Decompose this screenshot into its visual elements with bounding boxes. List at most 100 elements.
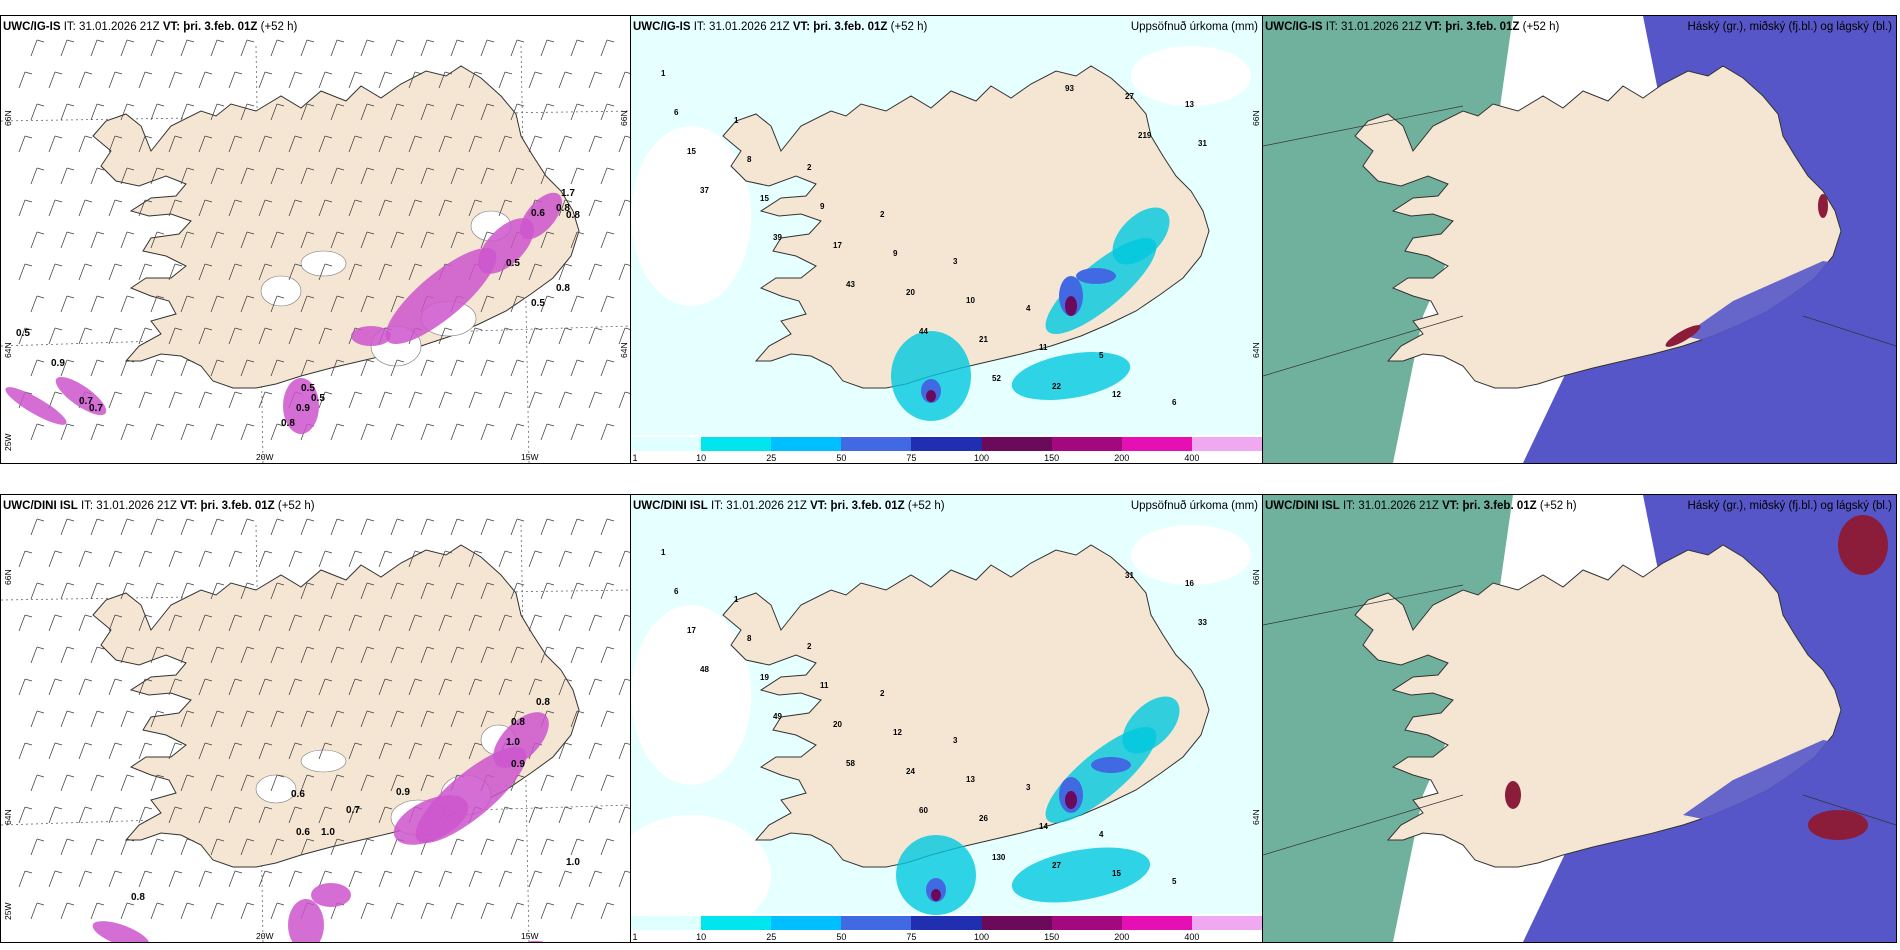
wind-barb [510,295,518,313]
wind-barb [246,838,255,842]
wind-barb [156,231,165,235]
wind-barb [294,742,303,746]
wind-barb [270,423,278,441]
precip-value-label: 24 [906,767,915,776]
wind-barb [480,518,488,536]
wind-barb [174,614,183,618]
glacier-ice [300,250,347,277]
wind-barb [576,39,585,43]
wind-barb [264,550,273,554]
wind-barb [336,710,345,714]
wind-barb [264,135,273,139]
wind-barb [354,742,363,746]
wind-barb [456,518,465,522]
wind-barb [120,167,128,185]
wind-barb [564,614,573,618]
wind-barb [546,774,555,778]
wind-barb [330,646,338,664]
wind-barb [270,39,278,57]
wind-barb [204,135,213,139]
wind-barb [54,678,63,682]
wind-barb [24,135,33,139]
wind-barb [408,550,416,568]
wind-barb [150,295,158,313]
wind-barb [576,167,585,171]
wind-barb [84,135,93,139]
wind-barb [378,135,386,153]
wind-barb [60,582,68,600]
precip-value-label: 58 [846,759,855,768]
wind-barb [468,550,476,568]
wind-barb [366,423,375,427]
wind-barb [594,263,603,267]
wind-barb [180,902,188,920]
wind-barb [378,678,386,696]
wind-barb [444,391,453,395]
wind-barb [66,582,75,586]
wind-barb [516,710,525,714]
wind-barb [108,199,116,217]
wind-barb [600,103,608,121]
wind-barb [216,518,225,522]
wind-barb [276,231,285,235]
precip-value-label: 15 [760,194,769,203]
wind-barb [144,742,153,746]
precip-value-label: 12 [893,728,902,737]
wind-barb [444,550,453,554]
wind-barb [414,391,423,395]
wind-barb [618,199,626,217]
wind-barb [204,614,213,618]
wind-barb [498,550,506,568]
wind-barb [168,742,176,760]
wind-barb [96,103,105,107]
wind-barb [336,359,345,363]
wind-barb [276,838,285,842]
wind-barb [564,391,573,395]
wind-barb [276,518,285,522]
wind-barb [360,902,368,920]
precip-value-label: 1 [734,595,739,604]
wind-barb [258,742,266,760]
wind-barb [360,518,368,536]
wind-barb [390,902,398,920]
wind-barb [624,614,630,617]
wind-barb [288,327,296,345]
wind-barb [576,710,585,714]
wind-barb [18,263,26,281]
wind-barb [36,103,45,107]
wind-barb [354,550,363,554]
wind-barb [450,359,458,377]
wind-barb [408,263,416,281]
wind-barb [516,582,525,586]
wind-barb [414,742,423,746]
precip-value-label: 2 [807,642,812,651]
wind-barb [570,646,578,664]
wind-barb [570,423,578,441]
wind-barb [408,135,416,153]
wind-barb [438,678,446,696]
wind-barb [150,423,158,441]
wind-barb [468,71,476,89]
wind-barb [378,550,386,568]
boundary-line [1263,315,1464,377]
wind-barb [600,902,608,920]
wind-barb [150,103,158,121]
wind-barb [30,518,38,536]
panel-title: UWC/IG-IS IT: 31.01.2026 21Z VT: þri. 3.… [3,21,298,33]
wind-barb [84,199,93,203]
lat-label-66: 66N [3,569,13,585]
wind-barb [540,231,548,249]
wind-barb [174,870,183,874]
wind-barb [318,263,326,281]
wind-barb [144,550,153,554]
wind-barb [246,774,255,778]
wind-barb [60,423,68,441]
wind-barb [186,646,195,650]
wind-barb [384,614,393,618]
wind-barb [144,135,153,139]
wind-barb [300,838,308,856]
wind-barb [198,614,206,632]
wind-barb [330,710,338,728]
wind-barb [198,71,206,89]
wind-barb [330,423,338,441]
